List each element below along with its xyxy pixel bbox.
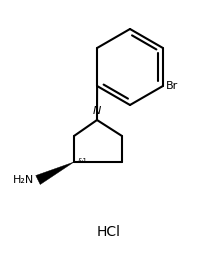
Text: HCl: HCl bbox=[97, 225, 121, 239]
Text: &1: &1 bbox=[78, 158, 88, 164]
Text: Br: Br bbox=[166, 81, 178, 91]
Polygon shape bbox=[36, 162, 74, 184]
Text: H₂N: H₂N bbox=[13, 175, 34, 185]
Text: N: N bbox=[93, 106, 101, 116]
